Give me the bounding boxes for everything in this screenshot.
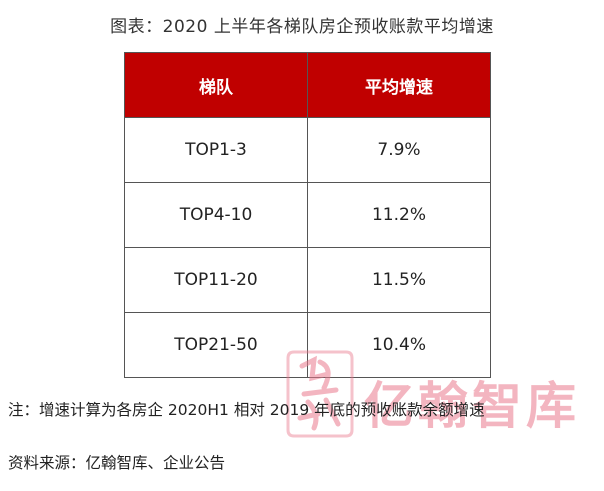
tier-cell: TOP11-20 [124, 247, 308, 313]
growth-cell: 11.5% [307, 247, 491, 313]
growth-cell: 11.2% [307, 182, 491, 248]
table-row: TOP11-20 11.5% [124, 247, 491, 313]
header-tier: 梯队 [124, 52, 308, 118]
table-row: TOP1-3 7.9% [124, 117, 491, 183]
tier-cell: TOP4-10 [124, 182, 308, 248]
table-row: TOP21-50 10.4% [124, 312, 491, 378]
table-header-row: 梯队 平均增速 [124, 52, 491, 118]
figure-title: 图表：2020 上半年各梯队房企预收账款平均增速 [110, 17, 494, 37]
source-line: 资料来源：亿翰智库、企业公告 [8, 454, 226, 472]
growth-table: 梯队 平均增速 TOP1-3 7.9% TOP4-10 11.2% TOP11-… [124, 52, 491, 378]
tier-cell: TOP1-3 [124, 117, 308, 183]
header-avg-growth: 平均增速 [307, 52, 491, 118]
growth-cell: 7.9% [307, 117, 491, 183]
footnote: 注：增速计算为各房企 2020H1 相对 2019 年底的预收账款余额增速 [8, 401, 485, 419]
tier-cell: TOP21-50 [124, 312, 308, 378]
growth-table-container: 梯队 平均增速 TOP1-3 7.9% TOP4-10 11.2% TOP11-… [124, 52, 491, 380]
table-row: TOP4-10 11.2% [124, 182, 491, 248]
growth-cell: 10.4% [307, 312, 491, 378]
